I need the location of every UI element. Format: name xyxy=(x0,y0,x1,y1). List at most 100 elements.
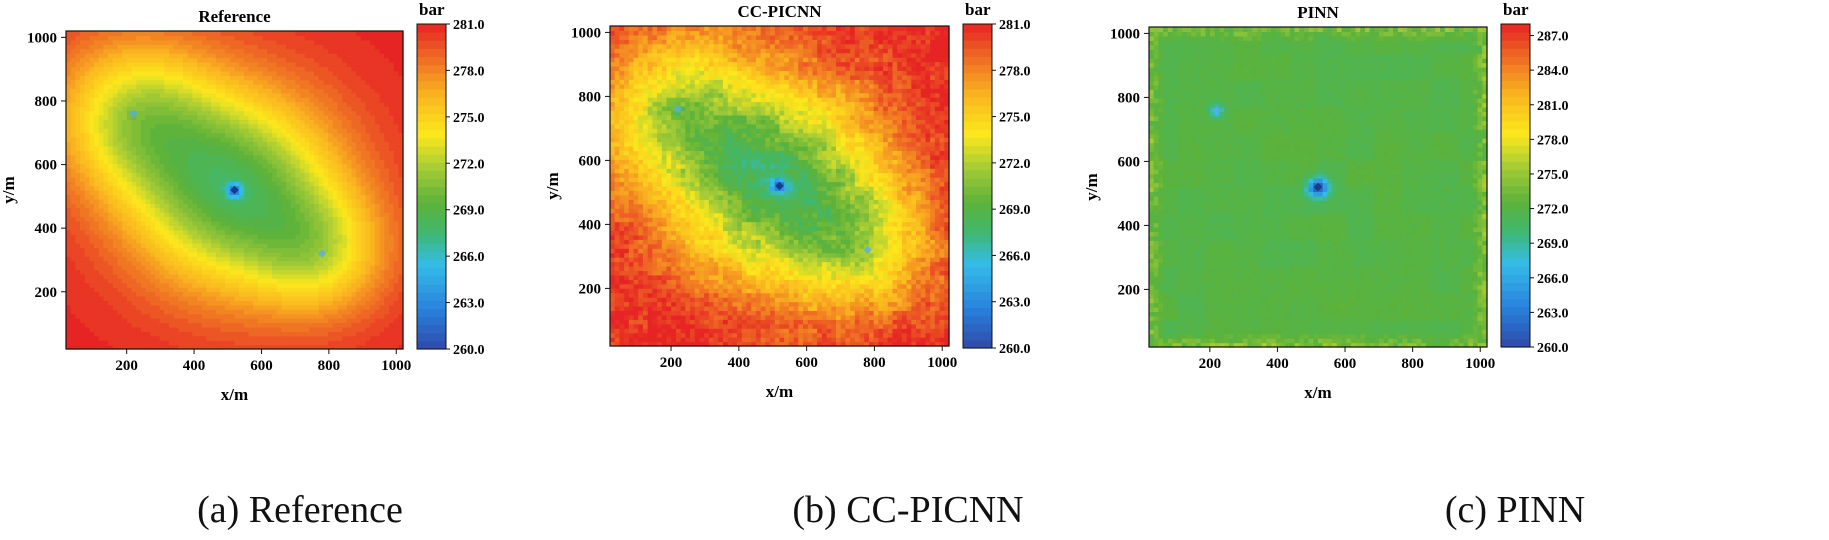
heatmap-cell xyxy=(239,145,245,151)
heatmap-cell xyxy=(290,340,296,346)
heatmap-cell xyxy=(332,39,339,45)
heatmap-cell xyxy=(304,340,310,346)
heatmap-cell xyxy=(173,119,179,125)
heatmap-cell xyxy=(75,194,81,200)
heatmap-cell xyxy=(84,114,90,120)
heatmap-cell xyxy=(145,128,151,134)
heatmap-cell xyxy=(370,203,376,209)
heatmap-cell xyxy=(346,35,353,41)
heatmap-cell xyxy=(108,92,114,98)
heatmap-cell xyxy=(75,167,81,173)
heatmap-cell xyxy=(257,150,264,156)
heatmap-cell xyxy=(192,256,198,262)
heatmap-cell xyxy=(304,269,310,275)
heatmap-cell xyxy=(98,335,105,341)
heatmap-cell xyxy=(80,278,86,284)
heatmap-cell xyxy=(136,79,142,85)
heatmap-cell xyxy=(253,331,259,337)
heatmap-cell xyxy=(75,101,81,107)
heatmap-cell xyxy=(159,101,165,107)
heatmap-cell xyxy=(314,57,320,63)
heatmap-cell xyxy=(337,75,343,81)
heatmap-cell xyxy=(243,322,250,328)
heatmap-cell xyxy=(248,163,254,169)
heatmap-cell xyxy=(206,53,212,59)
heatmap-cell xyxy=(206,229,212,235)
heatmap-cell xyxy=(304,132,310,138)
heatmap-cell xyxy=(239,128,245,134)
heatmap-cell xyxy=(234,172,240,178)
heatmap-cell xyxy=(253,340,259,346)
heatmap-cell xyxy=(248,326,254,332)
heatmap-cell xyxy=(140,190,147,196)
heatmap-cell xyxy=(192,92,198,98)
heatmap-cell xyxy=(346,234,353,240)
heatmap-cell xyxy=(122,265,128,271)
heatmap-cell xyxy=(309,132,315,138)
heatmap-cell xyxy=(80,220,86,226)
heatmap-cell xyxy=(243,269,250,275)
heatmap-cell xyxy=(70,61,76,67)
heatmap-cell xyxy=(220,75,226,81)
heatmap-cell xyxy=(384,198,390,204)
heatmap-cell xyxy=(253,92,259,98)
heatmap-cell xyxy=(290,39,296,45)
heatmap-cell xyxy=(262,282,268,288)
heatmap-cell xyxy=(145,35,151,41)
heatmap-cell xyxy=(346,88,353,94)
heatmap-cell xyxy=(267,291,273,297)
heatmap-cell xyxy=(154,322,161,328)
heatmap-cell xyxy=(183,238,189,244)
heatmap-cell xyxy=(126,110,133,116)
heatmap-cell xyxy=(379,194,385,200)
heatmap-cell xyxy=(173,344,179,350)
heatmap-cell xyxy=(75,212,81,218)
heatmap-cell xyxy=(295,251,301,257)
heatmap-cell xyxy=(178,75,184,81)
heatmap-cell xyxy=(117,225,123,231)
heatmap-cell xyxy=(75,181,81,187)
heatmap-cell xyxy=(220,344,226,350)
heatmap-cell xyxy=(168,265,175,271)
heatmap-cell xyxy=(314,128,320,134)
heatmap-cell xyxy=(281,278,287,284)
heatmap-cell xyxy=(75,309,81,315)
heatmap-cell xyxy=(173,53,179,59)
heatmap-cell xyxy=(248,309,254,315)
heatmap-cell xyxy=(234,66,240,72)
heatmap-cell xyxy=(215,247,222,253)
heatmap-cell xyxy=(337,163,343,169)
heatmap-cell xyxy=(126,141,133,147)
heatmap-cell xyxy=(70,234,76,240)
heatmap-cell xyxy=(337,234,343,240)
heatmap-cell xyxy=(220,335,226,341)
heatmap-cell xyxy=(66,159,72,165)
heatmap-cell xyxy=(243,190,250,196)
heatmap-cell xyxy=(183,70,189,76)
heatmap-cell xyxy=(314,75,320,81)
heatmap-cell xyxy=(84,150,90,156)
heatmap-cell xyxy=(253,251,259,257)
heatmap-cell xyxy=(370,35,376,41)
heatmap-cell xyxy=(75,313,81,319)
heatmap-cell xyxy=(103,322,109,328)
heatmap-cell xyxy=(229,198,236,204)
heatmap-cell xyxy=(379,225,385,231)
heatmap-cell xyxy=(370,70,376,76)
heatmap-cell xyxy=(126,145,133,151)
heatmap-cell xyxy=(318,291,325,297)
heatmap-cell xyxy=(309,66,315,72)
heatmap-cell xyxy=(80,331,86,337)
heatmap-cell xyxy=(70,39,76,45)
heatmap-cell xyxy=(192,84,198,90)
heatmap-cell xyxy=(318,282,325,288)
heatmap-cell xyxy=(197,291,203,297)
heatmap-cell xyxy=(136,300,142,306)
heatmap-cell xyxy=(248,247,254,253)
heatmap-cell xyxy=(243,132,250,138)
heatmap-cell xyxy=(168,145,175,151)
heatmap-cell xyxy=(239,57,245,63)
heatmap-cell xyxy=(229,212,236,218)
heatmap-cell xyxy=(257,57,264,63)
heatmap-cell xyxy=(89,141,95,147)
